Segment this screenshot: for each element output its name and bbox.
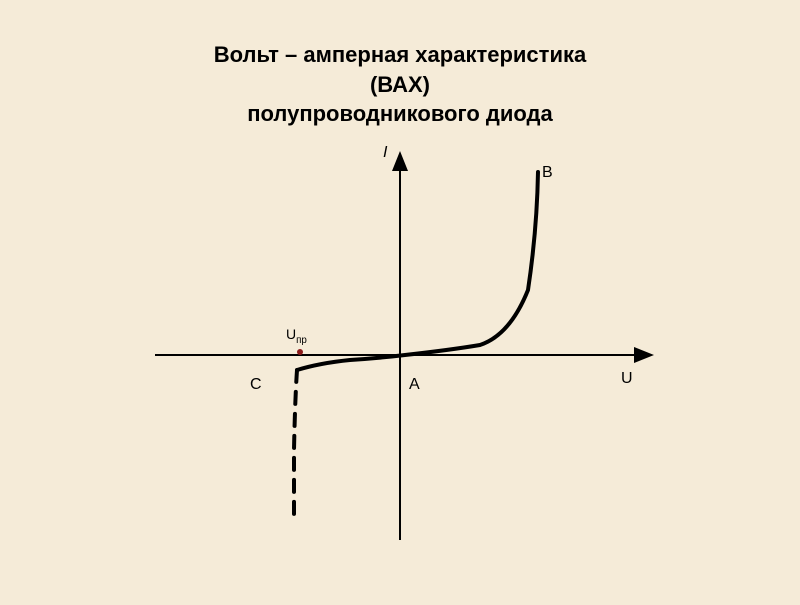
breakdown-point [297,349,303,355]
point-label-A: A [409,376,420,394]
axis-label-U: U [621,370,633,388]
label-Upr-sub: пр [296,335,307,346]
point-label-C: C [250,376,262,394]
breakdown-curve [294,370,297,520]
label-B-text: B [542,164,553,181]
iv-curve-chart: I U A B C Uпр [0,0,800,600]
label-Upr-text: U [286,326,296,342]
chart-svg [0,0,800,600]
label-C-text: C [250,376,262,393]
label-A-text: A [409,376,420,393]
label-I-text: I [383,144,387,161]
point-label-B: B [542,164,553,182]
axis-label-I: I [383,144,387,162]
label-U-text: U [621,370,633,387]
iv-curve [297,172,538,370]
breakdown-label-Upr: Uпр [286,326,307,346]
